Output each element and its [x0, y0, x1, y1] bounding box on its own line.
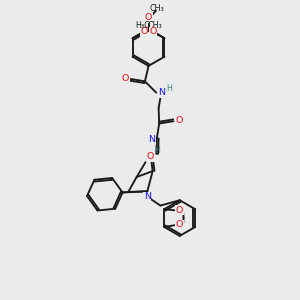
Text: CH₃: CH₃ [149, 4, 164, 13]
Text: H₃C: H₃C [135, 21, 150, 30]
Text: N: N [148, 135, 155, 144]
Text: O: O [147, 152, 154, 161]
Text: O: O [149, 27, 157, 36]
Text: CH₃: CH₃ [148, 21, 162, 30]
Text: N: N [144, 192, 151, 201]
Text: H: H [154, 146, 160, 155]
Text: O: O [175, 116, 182, 125]
Text: O: O [140, 27, 148, 36]
Text: O: O [176, 220, 183, 230]
Text: O: O [145, 13, 152, 22]
Text: O: O [122, 74, 129, 83]
Text: H: H [166, 84, 172, 93]
Text: N: N [158, 88, 165, 97]
Text: N: N [147, 153, 155, 162]
Text: O: O [176, 206, 183, 214]
